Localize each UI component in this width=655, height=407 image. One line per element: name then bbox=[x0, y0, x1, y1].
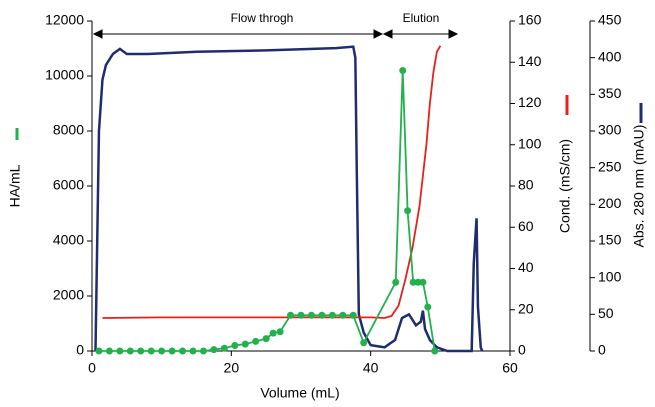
marker bbox=[179, 347, 187, 355]
marker bbox=[392, 278, 400, 286]
y3-tick-label: 200 bbox=[598, 195, 622, 211]
marker bbox=[126, 347, 134, 355]
marker bbox=[262, 335, 270, 343]
y-tick-label: 10000 bbox=[45, 67, 84, 83]
y2-tick-label: 160 bbox=[518, 12, 542, 28]
marker bbox=[105, 347, 113, 355]
y2-tick-label: 140 bbox=[518, 53, 542, 69]
marker bbox=[158, 347, 166, 355]
y2-tick-label: 20 bbox=[518, 300, 534, 316]
marker bbox=[297, 311, 305, 319]
marker bbox=[137, 347, 145, 355]
y-axis-title: HA/mL bbox=[7, 164, 23, 207]
y2-tick-label: 40 bbox=[518, 259, 534, 275]
marker bbox=[419, 278, 427, 286]
y3-axis-title: Abs. 280 nm (mAU) bbox=[631, 125, 647, 248]
marker bbox=[328, 311, 336, 319]
y3-tick-label: 250 bbox=[598, 158, 622, 174]
marker bbox=[189, 347, 197, 355]
marker bbox=[231, 342, 239, 349]
marker bbox=[399, 67, 407, 74]
marker bbox=[409, 278, 417, 286]
x-tick-label: 0 bbox=[88, 360, 96, 376]
marker bbox=[252, 337, 260, 345]
marker bbox=[199, 347, 207, 355]
x-axis-title: Volume (mL) bbox=[260, 385, 339, 401]
series-line bbox=[102, 45, 442, 319]
marker bbox=[424, 303, 432, 311]
marker bbox=[95, 347, 103, 355]
series-line bbox=[98, 70, 436, 352]
annotation: Flow throgh bbox=[231, 11, 294, 25]
series-line bbox=[94, 45, 484, 353]
y3-tick-label: 400 bbox=[598, 48, 622, 64]
y2-tick-label: 0 bbox=[518, 342, 526, 358]
marker bbox=[276, 328, 284, 336]
y2-tick-label: 120 bbox=[518, 94, 542, 110]
y-tick-label: 12000 bbox=[45, 12, 84, 28]
marker bbox=[269, 329, 277, 337]
marker bbox=[360, 339, 368, 347]
y-tick-label: 0 bbox=[76, 342, 84, 358]
marker bbox=[431, 347, 439, 355]
marker bbox=[339, 311, 347, 319]
y-tick-label: 2000 bbox=[53, 287, 84, 303]
marker bbox=[168, 347, 176, 355]
marker bbox=[349, 311, 357, 319]
y2-tick-label: 100 bbox=[518, 135, 542, 151]
y-tick-label: 4000 bbox=[53, 232, 84, 248]
y2-tick-label: 60 bbox=[518, 218, 534, 234]
y3-tick-label: 450 bbox=[598, 12, 622, 28]
y-tick-label: 6000 bbox=[53, 177, 84, 193]
y2-axis-title: Cond. (mS/cm) bbox=[557, 139, 573, 233]
marker bbox=[147, 347, 155, 355]
y3-tick-label: 350 bbox=[598, 85, 622, 101]
x-tick-label: 60 bbox=[502, 360, 518, 376]
marker bbox=[116, 347, 124, 355]
x-tick-label: 40 bbox=[363, 360, 379, 376]
marker bbox=[220, 344, 228, 352]
y3-tick-label: 100 bbox=[598, 268, 622, 284]
marker bbox=[287, 311, 295, 319]
y3-tick-label: 0 bbox=[598, 342, 606, 358]
x-tick-label: 20 bbox=[224, 360, 240, 376]
marker bbox=[210, 346, 218, 354]
marker bbox=[318, 311, 326, 319]
y3-tick-label: 50 bbox=[598, 305, 614, 321]
y3-tick-label: 150 bbox=[598, 232, 622, 248]
marker bbox=[404, 207, 412, 215]
marker bbox=[241, 340, 249, 348]
marker bbox=[307, 311, 315, 319]
y-tick-label: 8000 bbox=[53, 122, 84, 138]
annotation-arrows bbox=[92, 29, 459, 39]
annotation: Elution bbox=[403, 11, 440, 25]
y2-tick-label: 80 bbox=[518, 177, 534, 193]
y3-tick-label: 300 bbox=[598, 122, 622, 138]
marker bbox=[414, 278, 422, 286]
